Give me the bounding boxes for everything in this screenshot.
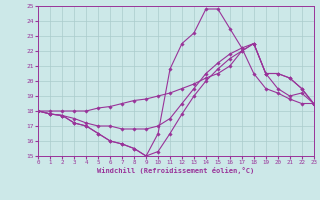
X-axis label: Windchill (Refroidissement éolien,°C): Windchill (Refroidissement éolien,°C) [97,167,255,174]
